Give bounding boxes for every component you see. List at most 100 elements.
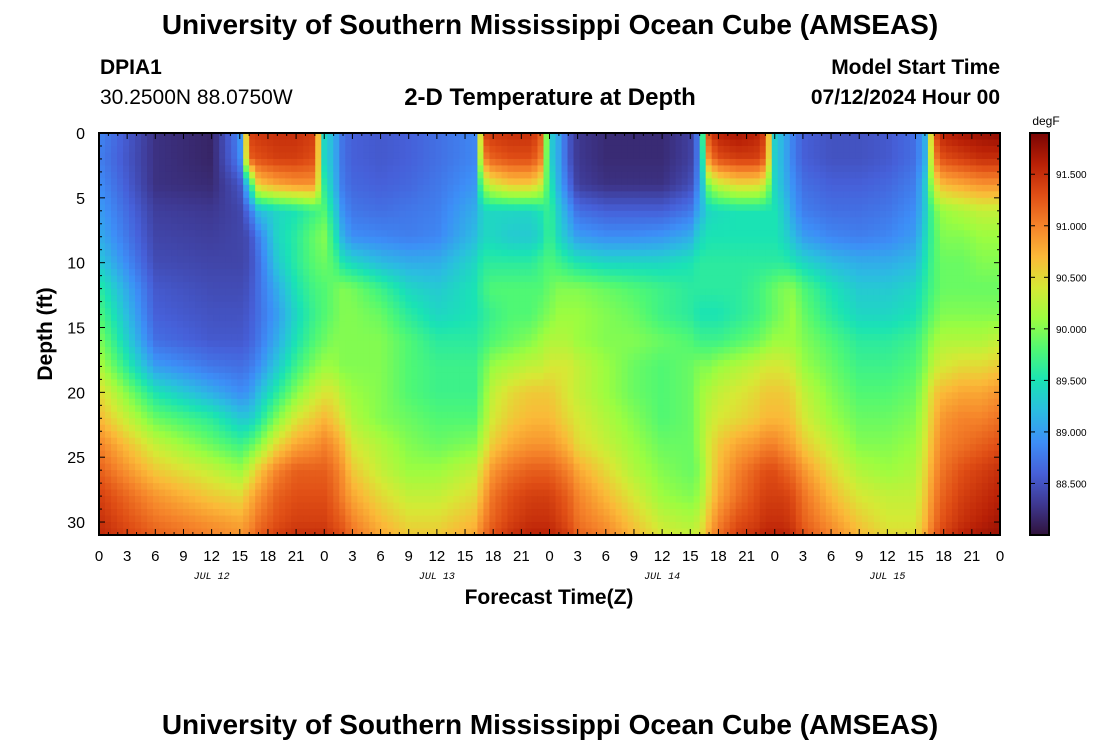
heatmap-cell	[603, 340, 611, 348]
heatmap-cell	[627, 308, 635, 316]
heatmap-cell	[915, 158, 923, 167]
heatmap-cell	[561, 275, 569, 283]
heatmap-cell	[333, 230, 340, 238]
heatmap-cell	[639, 184, 647, 192]
heatmap-cell	[783, 217, 791, 225]
heatmap-cell	[705, 295, 713, 303]
heatmap-cell	[807, 165, 815, 173]
heatmap-cell	[297, 334, 304, 342]
heatmap-cell	[891, 184, 899, 192]
heatmap-cell	[303, 230, 310, 238]
heatmap-cell	[405, 288, 412, 296]
heatmap-cell	[807, 308, 815, 316]
heatmap-cell	[633, 197, 641, 205]
heatmap-cell	[993, 139, 1001, 147]
heatmap-cell	[597, 171, 605, 179]
heatmap-cell	[933, 295, 941, 303]
heatmap-cell	[237, 340, 244, 348]
heatmap-cell	[171, 334, 178, 342]
heatmap-cell	[549, 321, 557, 329]
heatmap-cell	[981, 340, 989, 348]
heatmap-cell	[705, 165, 713, 173]
heatmap-cell	[315, 230, 322, 238]
heatmap-cell	[159, 158, 166, 167]
heatmap-cell	[963, 223, 971, 231]
heatmap-cell	[675, 275, 683, 283]
heatmap-cell	[843, 204, 851, 212]
heatmap-cell	[207, 139, 214, 147]
heatmap-cell	[303, 152, 310, 160]
heatmap-cell	[627, 158, 635, 167]
heatmap-cell	[849, 236, 857, 244]
heatmap-cell	[237, 256, 244, 264]
heatmap-cell	[747, 327, 755, 335]
heatmap-cell	[663, 340, 671, 348]
heatmap-cell	[855, 158, 863, 167]
heatmap-cell	[405, 197, 412, 205]
heatmap-cell	[321, 230, 328, 238]
heatmap-cell	[345, 210, 352, 218]
heatmap-cell	[459, 171, 467, 179]
heatmap-cell	[471, 197, 479, 205]
heatmap-cell	[513, 165, 521, 173]
heatmap-cell	[213, 197, 220, 205]
heatmap-cell	[903, 269, 911, 277]
heatmap-cell	[117, 197, 124, 205]
heatmap-cell	[651, 321, 659, 329]
heatmap-cell	[135, 262, 142, 270]
heatmap-cell	[609, 340, 617, 348]
heatmap-cell	[693, 275, 701, 283]
heatmap-cell	[873, 314, 881, 322]
heatmap-cell	[507, 204, 515, 212]
heatmap-cell	[147, 210, 154, 218]
heatmap-cell	[147, 152, 154, 160]
heatmap-cell	[663, 184, 671, 192]
heatmap-cell	[615, 308, 623, 316]
heatmap-cell	[801, 314, 809, 322]
heatmap-cell	[615, 210, 623, 218]
heatmap-cell	[447, 301, 454, 309]
heatmap-cell	[849, 262, 857, 270]
heatmap-cell	[495, 282, 503, 290]
heatmap-cell	[465, 282, 473, 290]
heatmap-cell	[639, 145, 647, 154]
heatmap-cell	[813, 282, 821, 290]
heatmap-cell	[285, 178, 292, 186]
heatmap-cell	[993, 288, 1001, 296]
heatmap-cell	[171, 171, 178, 179]
heatmap-cell	[633, 191, 641, 199]
heatmap-cell	[837, 256, 845, 264]
heatmap-cell	[711, 223, 719, 231]
heatmap-cell	[207, 210, 214, 218]
heatmap-cell	[303, 223, 310, 231]
heatmap-cell	[639, 327, 647, 335]
heatmap-cell	[681, 340, 689, 348]
heatmap-cell	[675, 191, 683, 199]
heatmap-cell	[507, 321, 515, 329]
heatmap-cell	[411, 184, 418, 192]
heatmap-cell	[657, 230, 665, 238]
heatmap-cell	[273, 158, 280, 167]
heatmap-cell	[981, 152, 989, 160]
heatmap-cell	[675, 282, 683, 290]
heatmap-cell	[591, 282, 599, 290]
heatmap-cell	[273, 243, 280, 251]
heatmap-cell	[729, 152, 737, 160]
heatmap-cell	[687, 165, 695, 173]
heatmap-cell	[945, 236, 953, 244]
heatmap-cell	[309, 295, 316, 303]
heatmap-cell	[951, 321, 959, 329]
heatmap-cell	[249, 152, 256, 160]
heatmap-cell	[279, 210, 286, 218]
heatmap-cell	[735, 210, 743, 218]
heatmap-cell	[267, 139, 274, 147]
heatmap-cell	[267, 334, 274, 342]
heatmap-cell	[447, 230, 454, 238]
heatmap-cell	[489, 308, 497, 316]
heatmap-cell	[243, 191, 250, 199]
heatmap-cell	[825, 269, 833, 277]
heatmap-cell	[387, 152, 394, 160]
heatmap-cell	[471, 334, 479, 342]
heatmap-cell	[597, 340, 605, 348]
heatmap-cell	[351, 295, 358, 303]
